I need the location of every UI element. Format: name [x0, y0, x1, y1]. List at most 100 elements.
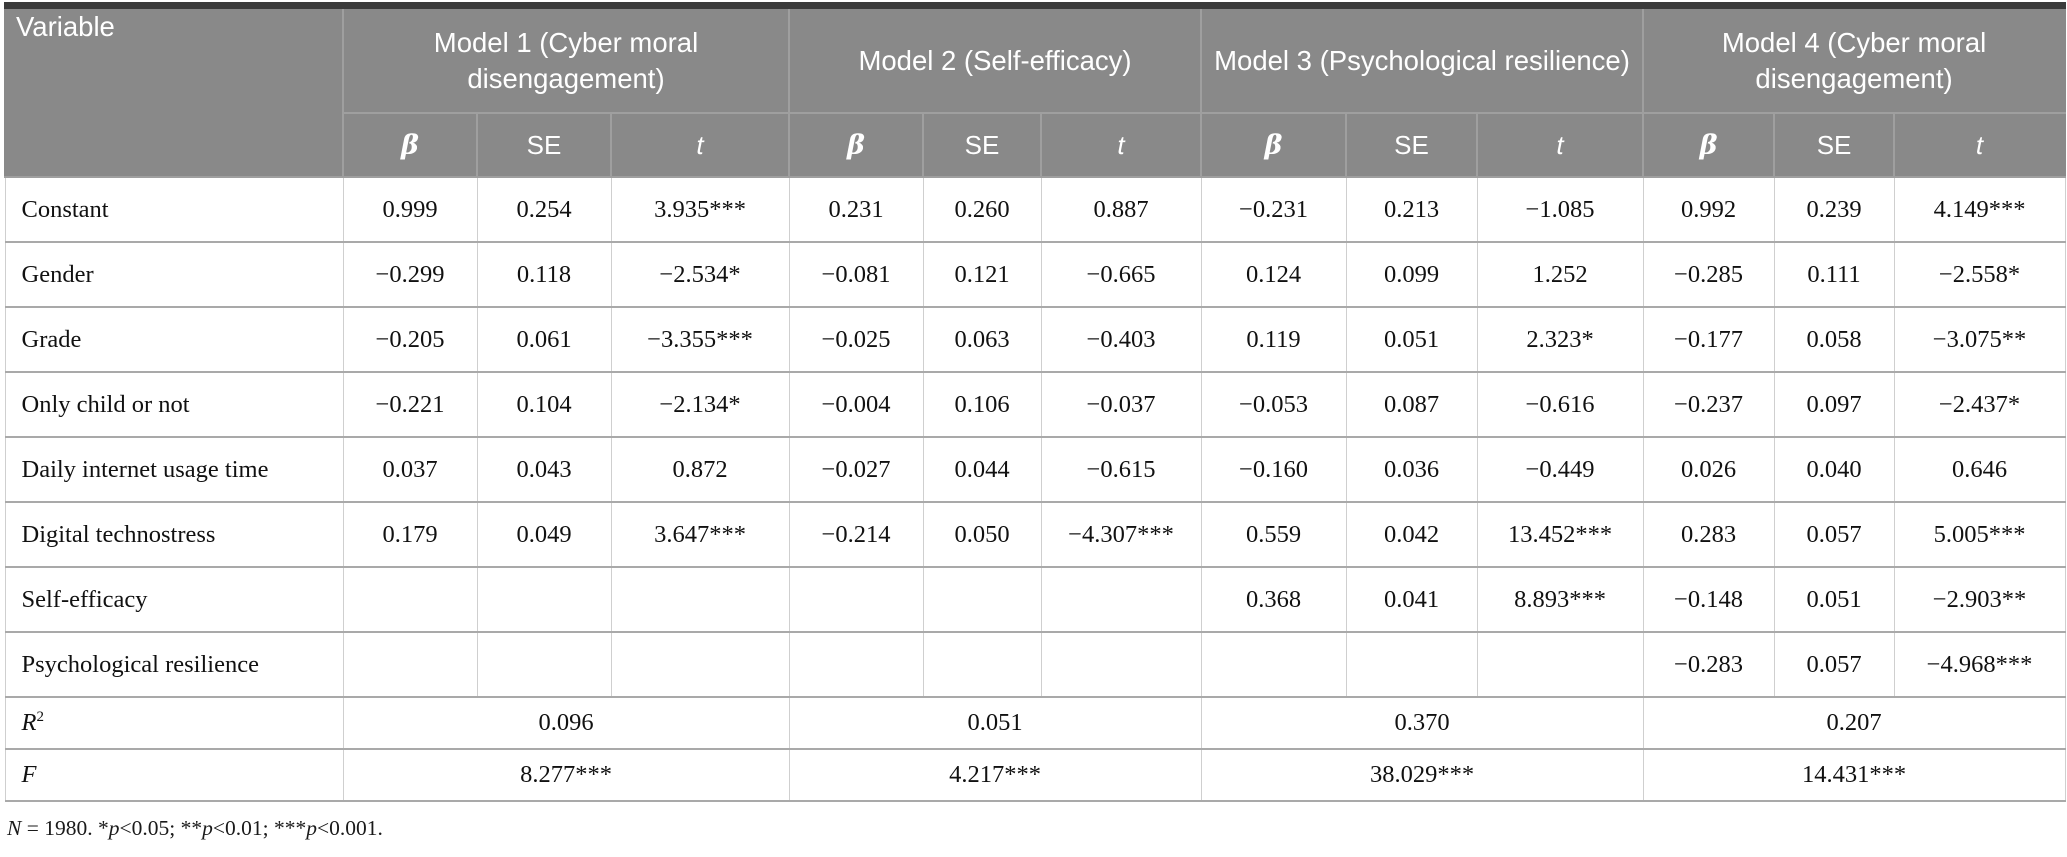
table-cell: 0.559 — [1200, 501, 1347, 568]
table-cell — [788, 566, 924, 633]
r-squared-row: R2 0.096 0.051 0.370 0.207 — [4, 696, 2066, 750]
sub-header-se: SE — [476, 112, 612, 178]
table-cell — [476, 566, 612, 633]
table-row: Constant 0.999 0.254 3.935*** 0.231 0.26… — [4, 176, 2066, 243]
beta-symbol: β — [1699, 129, 1718, 161]
table-cell: −0.037 — [1040, 371, 1202, 438]
table-cell: 8.277*** — [342, 748, 790, 802]
footnote-text: = 1980. * — [21, 816, 109, 840]
table-cell: 0.099 — [1345, 241, 1478, 308]
t-symbol: t — [1975, 129, 1984, 160]
table-cell: 0.118 — [476, 241, 612, 308]
sub-header-t: t — [610, 112, 790, 178]
table-cell: 0.042 — [1345, 501, 1478, 568]
t-symbol: t — [1556, 129, 1564, 160]
row-label: Grade — [4, 306, 344, 373]
table-cell: −2.134* — [610, 371, 790, 438]
table-cell: −4.307*** — [1040, 501, 1202, 568]
footnote-text: <0.01; *** — [212, 816, 307, 840]
table-cell: −0.081 — [788, 241, 924, 308]
r-squared-superscript: 2 — [36, 708, 44, 725]
table-cell: −0.053 — [1200, 371, 1347, 438]
table-cell — [1200, 631, 1347, 698]
table-cell: −2.903** — [1893, 566, 2066, 633]
table-cell: 3.647*** — [610, 501, 790, 568]
table-cell: −0.177 — [1642, 306, 1775, 373]
table-cell: 1.252 — [1476, 241, 1644, 308]
table-cell: 0.213 — [1345, 176, 1478, 243]
table-cell: 0.026 — [1642, 436, 1775, 503]
sub-header-se: SE — [1345, 112, 1478, 178]
table-cell — [788, 631, 924, 698]
table-cell: −0.004 — [788, 371, 924, 438]
table-cell — [610, 631, 790, 698]
row-label: Gender — [4, 241, 344, 308]
table-cell — [1040, 631, 1202, 698]
table-cell: 0.051 — [788, 696, 1202, 750]
model3-header: Model 3 (Psychological resilience) — [1199, 4, 1645, 114]
table-cell: −2.534* — [610, 241, 790, 308]
table-cell: 0.646 — [1893, 436, 2066, 503]
beta-symbol: β — [1264, 129, 1283, 161]
row-label: Digital technostress — [4, 501, 344, 568]
table-cell: 0.231 — [788, 176, 924, 243]
table-cell: 0.063 — [922, 306, 1042, 373]
table-cell: −0.027 — [788, 436, 924, 503]
table-row: Grade −0.205 0.061 −3.355*** −0.025 0.06… — [4, 306, 2066, 373]
table-cell: 0.239 — [1773, 176, 1895, 243]
sub-header-se: SE — [1773, 112, 1896, 178]
table-cell: 0.087 — [1345, 371, 1478, 438]
table-cell: 0.254 — [476, 176, 612, 243]
sub-header-beta: β — [342, 112, 478, 178]
table-cell — [342, 566, 478, 633]
table-cell — [610, 566, 790, 633]
table-cell: 0.044 — [922, 436, 1042, 503]
table-cell — [476, 631, 612, 698]
table-cell: −0.214 — [788, 501, 924, 568]
table-cell: 0.049 — [476, 501, 612, 568]
table-cell: 0.040 — [1773, 436, 1895, 503]
table-cell: −4.968*** — [1893, 631, 2066, 698]
table-footnote: N = 1980. *p<0.05; **p<0.01; ***p<0.001. — [4, 802, 2064, 841]
table-cell: 0.179 — [342, 501, 478, 568]
corner-header-variable: Variable — [4, 4, 344, 178]
table-cell: −2.437* — [1893, 371, 2066, 438]
table-cell: 0.999 — [342, 176, 478, 243]
table-cell: 13.452*** — [1476, 501, 1644, 568]
table-row: Self-efficacy 0.368 0.041 8.893*** −0.14… — [4, 566, 2066, 633]
table-cell: 0.260 — [922, 176, 1042, 243]
beta-symbol: β — [847, 129, 865, 161]
table-row: Only child or not −0.221 0.104 −2.134* −… — [4, 371, 2066, 438]
table-cell: 0.057 — [1773, 501, 1895, 568]
table-cell: 38.029*** — [1200, 748, 1644, 802]
table-cell: −0.025 — [788, 306, 924, 373]
model4-header: Model 4 (Cyber moral disengagement) — [1642, 4, 2067, 114]
table-cell — [1345, 631, 1478, 698]
sub-header-t: t — [1893, 112, 2067, 178]
t-symbol: t — [696, 129, 704, 160]
table-cell: −0.285 — [1642, 241, 1775, 308]
table-cell: −3.075** — [1893, 306, 2066, 373]
row-label: Only child or not — [4, 371, 344, 438]
table-row: Digital technostress 0.179 0.049 3.647**… — [4, 501, 2066, 568]
row-label: Psychological resilience — [4, 631, 344, 698]
table-cell: 8.893*** — [1476, 566, 1644, 633]
table-cell: 0.036 — [1345, 436, 1478, 503]
table-cell: −3.355*** — [610, 306, 790, 373]
table-cell — [1040, 566, 1202, 633]
table-cell: 0.872 — [610, 436, 790, 503]
table-cell: 0.104 — [476, 371, 612, 438]
table-cell: 0.041 — [1345, 566, 1478, 633]
table-cell: 0.283 — [1642, 501, 1775, 568]
table-cell: 0.057 — [1773, 631, 1895, 698]
table-cell: 0.370 — [1200, 696, 1644, 750]
footnote-text: <0.05; ** — [119, 816, 203, 840]
table-cell: −1.085 — [1476, 176, 1644, 243]
t-symbol: t — [1117, 129, 1125, 160]
sub-header-t: t — [1040, 112, 1202, 178]
row-label-r-squared: R2 — [4, 696, 344, 750]
table-cell: 0.368 — [1200, 566, 1347, 633]
table-cell: 0.051 — [1773, 566, 1895, 633]
beta-symbol: β — [401, 129, 419, 161]
sub-header-t: t — [1475, 112, 1645, 178]
